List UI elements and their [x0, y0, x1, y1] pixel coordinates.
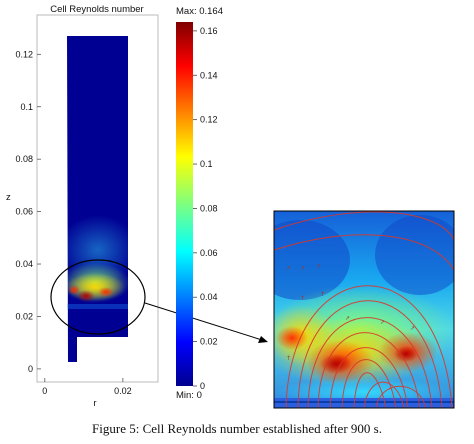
zoom-arrow: [144, 302, 263, 341]
x-tick-label: 0.02: [114, 386, 132, 396]
chart-title: Cell Reynolds number: [50, 4, 143, 15]
svg-text:↗: ↗: [300, 265, 305, 272]
zoom-frame: [273, 210, 455, 409]
zoom-inset: ↗ ↗ ↗ ↑ ↑ ↗ ↗ ↗ ↑: [274, 211, 454, 408]
figure-caption: Figure 5: Cell Reynolds number establish…: [92, 421, 382, 436]
svg-text:↗: ↗: [380, 319, 385, 326]
field-domain: [67, 36, 128, 362]
x-tick-label: 0: [42, 386, 47, 396]
colorbar-max-label: Max: 0.164: [176, 6, 223, 17]
colorbar-tick-label: 0.08: [200, 203, 218, 213]
y-tick-label: 0: [28, 364, 33, 374]
y-axis-label: z: [6, 192, 11, 203]
figure: Cell Reynolds number 00.020.040.060.080.…: [6, 4, 455, 409]
x-axis-label: r: [93, 398, 96, 409]
colorbar-tick-label: 0.1: [200, 159, 213, 169]
svg-text:↗: ↗: [286, 265, 291, 272]
colorbar-min-label: Min: 0: [176, 390, 202, 401]
y-tick-label: 0.12: [15, 49, 33, 59]
svg-text:↗: ↗: [345, 315, 350, 322]
colorbar-ticks: 0.16 0.14 0.12 0.1 0.08 0.06 0.04 0.02 0: [193, 26, 218, 391]
colorbar-tick-label: 0.14: [200, 70, 218, 80]
svg-text:↑: ↑: [320, 291, 325, 298]
y-tick-label: 0.04: [15, 259, 33, 269]
zoom-arrow-head: [258, 336, 268, 343]
svg-text:↗: ↗: [316, 263, 321, 270]
colorbar-tick-label: 0.16: [200, 26, 218, 36]
highlight-ellipse: [50, 259, 146, 335]
y-axis: 0 0.02 0.04 0.06 0.08 0.1 0.12: [15, 49, 41, 374]
svg-text:↑: ↑: [300, 295, 305, 302]
colorbar: [176, 22, 193, 386]
y-tick-label: 0.08: [15, 154, 33, 164]
svg-text:↑: ↑: [286, 355, 291, 362]
y-tick-label: 0.02: [15, 311, 33, 321]
y-tick-label: 0.06: [15, 207, 33, 217]
svg-text:↗: ↗: [410, 325, 415, 332]
x-axis: 0 0.02: [42, 378, 132, 396]
colorbar-tick-label: 0.06: [200, 248, 218, 258]
colorbar-tick-label: 0.12: [200, 115, 218, 125]
colorbar-tick-label: 0.02: [200, 337, 218, 347]
colorbar-tick-label: 0: [200, 381, 205, 391]
colorbar-tick-label: 0.04: [200, 292, 218, 302]
y-tick-label: 0.1: [20, 102, 33, 112]
